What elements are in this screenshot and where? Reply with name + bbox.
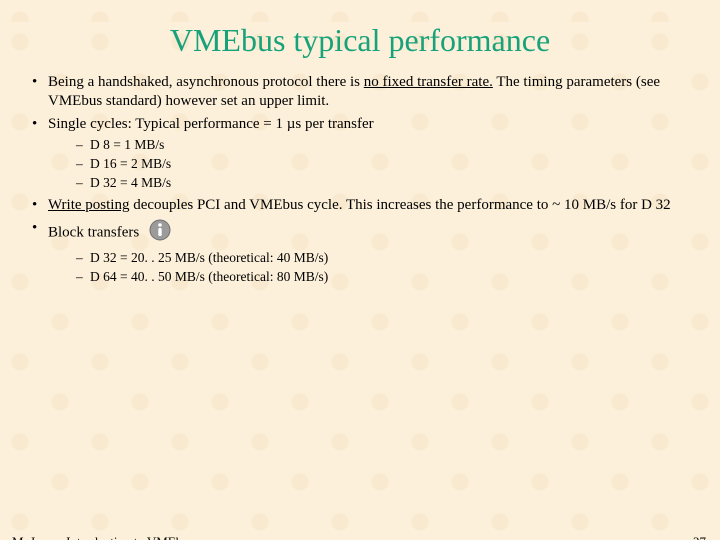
bullet-2-text: Single cycles: Typical performance = 1 µ… (48, 116, 374, 132)
bullet-4-sublist: D 32 = 20. . 25 MB/s (theoretical: 40 MB… (48, 250, 692, 286)
bullet-4-text: Block transfers (48, 224, 139, 240)
bullet-3-post: decouples PCI and VMEbus cycle. This inc… (129, 197, 670, 213)
bullet-1-underline: no fixed transfer rate. (364, 74, 493, 90)
bullet-3: Write posting decouples PCI and VMEbus c… (28, 196, 692, 215)
footer-author: M. Joos – Introduction to VMEbus (12, 534, 194, 540)
info-icon[interactable] (149, 219, 171, 247)
bullet-2-sub-3: D 32 = 4 MB/s (76, 175, 692, 192)
bullet-4-sub-1: D 32 = 20. . 25 MB/s (theoretical: 40 MB… (76, 250, 692, 267)
slide-title: VMEbus typical performance (0, 22, 720, 59)
bullet-2-sub-1: D 8 = 1 MB/s (76, 137, 692, 154)
bullet-2-sublist: D 8 = 1 MB/s D 16 = 2 MB/s D 32 = 4 MB/s (48, 137, 692, 192)
page-number: 27 (693, 534, 706, 540)
bullet-1-pre: Being a handshaked, asynchronous protoco… (48, 74, 364, 90)
bullet-2-sub-2: D 16 = 2 MB/s (76, 156, 692, 173)
bullet-2: Single cycles: Typical performance = 1 µ… (28, 115, 692, 192)
bullet-1: Being a handshaked, asynchronous protoco… (28, 73, 692, 111)
bullet-4: Block transfers D 32 = 20. . 25 MB/s (th… (28, 219, 692, 287)
bullet-3-underline: Write posting (48, 197, 129, 213)
bullet-4-sub-2: D 64 = 40. . 50 MB/s (theoretical: 80 MB… (76, 269, 692, 286)
bullet-list: Being a handshaked, asynchronous protoco… (0, 73, 720, 286)
